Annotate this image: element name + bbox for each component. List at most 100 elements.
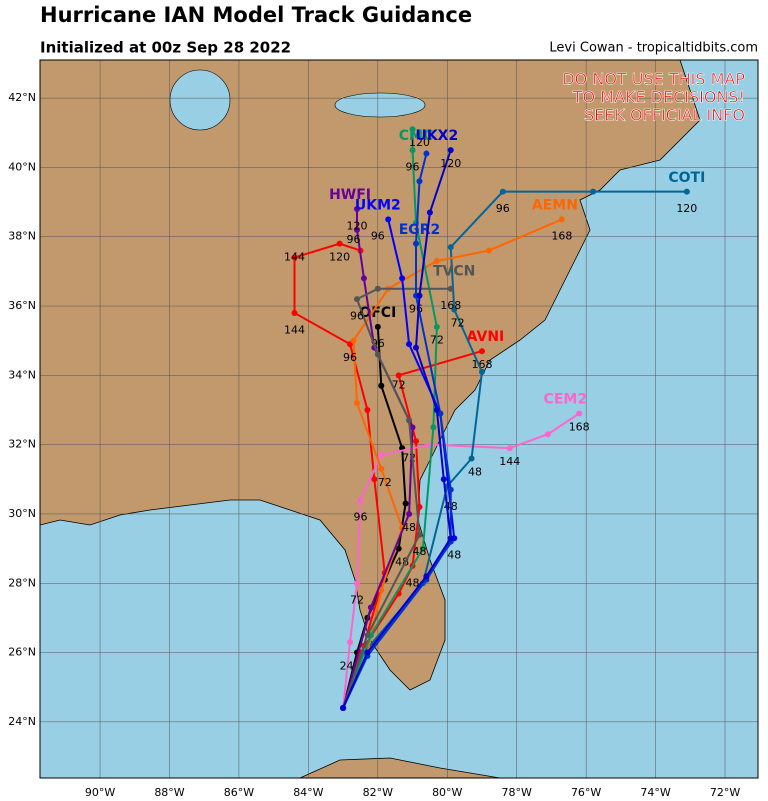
track-point [447,486,454,493]
track-point [544,431,551,438]
track-point [364,406,371,413]
track-name: AEMN [532,198,578,214]
track-point [447,285,454,292]
track-point [426,209,433,216]
lon-tick-label: 84°W [293,786,323,799]
lon-tick-label: 82°W [363,786,393,799]
track-point [683,188,690,195]
track-point [423,150,430,157]
track-point [485,247,492,254]
track-point [419,545,426,552]
track-point [433,406,440,413]
track-point [409,126,416,133]
forecast-hour: 96 [350,309,364,322]
forecast-hour: 168 [569,420,590,433]
track-point [430,424,437,431]
lon-tick-label: 78°W [502,786,532,799]
forecast-hour: 48 [406,576,420,589]
forecast-hour: 48 [412,545,426,558]
track-point [399,275,406,282]
track-point [506,445,513,452]
lat-tick-label: 24°N [8,715,36,728]
forecast-hour: 120 [346,219,367,232]
track-point [478,368,485,375]
track-point [406,417,413,424]
track-point [451,306,458,313]
track-name: EGR2 [399,222,441,238]
lake [334,92,426,118]
forecast-hour: 48 [402,521,416,534]
track-point [416,531,423,538]
track-point [406,341,413,348]
track-point [478,348,485,355]
track-point [347,639,354,646]
lon-tick-label: 88°W [154,786,184,799]
track-point [374,285,381,292]
forecast-hour: 120 [676,202,697,215]
track-point [409,147,416,154]
track-point [395,545,402,552]
track-point [291,254,298,261]
lat-tick-label: 28°N [8,576,36,589]
forecast-hour: 144 [284,323,305,336]
credit: Levi Cowan - tropicaltidbits.com [549,41,758,56]
track-point [367,604,374,611]
lake [169,69,231,131]
forecast-hour: 72 [451,316,465,329]
forecast-hour: 168 [440,299,461,312]
lat-tick-label: 42°N [8,91,36,104]
track-point [340,705,347,712]
track-point [353,400,360,407]
track-name: CEM2 [544,392,588,408]
track-point [576,410,583,417]
forecast-hour: 72 [378,476,392,489]
track-point [353,226,360,233]
lat-tick-label: 34°N [8,368,36,381]
lon-tick-label: 76°W [571,786,601,799]
forecast-hour: 120 [440,157,461,170]
track-point [416,178,423,185]
track-point [499,188,506,195]
forecast-hour: 144 [499,455,520,468]
lon-tick-label: 72°W [710,786,740,799]
forecast-hour: 72 [350,594,364,607]
forecast-hour: 120 [329,251,350,264]
track-point [385,216,392,223]
lon-tick-label: 80°W [432,786,462,799]
track-point [353,296,360,303]
track-name: COTI [668,170,705,186]
track-name: TVCN [433,263,475,279]
lat-tick-label: 26°N [8,646,36,659]
forecast-hour: 48 [468,465,482,478]
track-point [413,344,420,351]
track-line [342,350,483,709]
warning: DO NOT USE THIS MAP [562,70,745,89]
track-line [342,129,438,709]
track-point [378,452,385,459]
track-point [378,587,385,594]
track-point [413,438,420,445]
track-point [336,240,343,247]
lon-tick-label: 86°W [224,786,254,799]
track-point [364,649,371,656]
track-point [423,573,430,580]
warning: TO MAKE DECISIONS! [572,88,745,107]
track-name: UKX2 [415,128,458,144]
forecast-hour: 144 [284,251,305,264]
track-point [406,510,413,517]
track-point [353,580,360,587]
forecast-hour: 96 [343,351,357,364]
track-point [447,147,454,154]
land [39,59,701,691]
track-point [360,275,367,282]
track-point [447,535,454,542]
track-point [378,465,385,472]
track-point [409,424,416,431]
forecast-hour: 120 [409,136,430,149]
forecast-hour: 72 [392,379,406,392]
track-point [371,476,378,483]
track-name: CMC [399,128,433,144]
track-point [402,500,409,507]
